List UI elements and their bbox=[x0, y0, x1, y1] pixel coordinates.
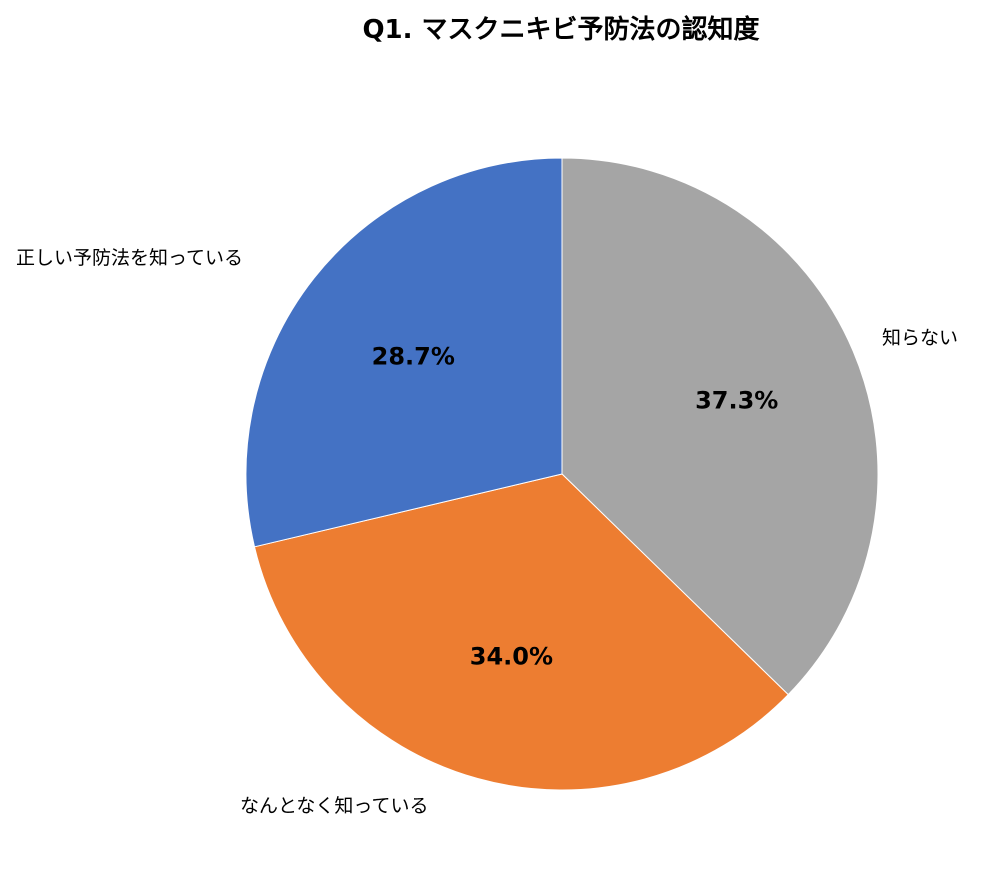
pie-slice-2 bbox=[253, 473, 789, 791]
pie-category-label-1: 知らない bbox=[882, 327, 958, 349]
pie-slices bbox=[245, 157, 879, 791]
pie-value-label-3: 28.7% bbox=[372, 342, 455, 370]
pie-value-label-1: 37.3% bbox=[695, 386, 778, 414]
chart-title: Q1. マスクニキビ予防法の認知度 bbox=[362, 14, 759, 45]
pie-value-label-2: 34.0% bbox=[470, 643, 553, 671]
pie-value-labels: 37.3% 34.0% 28.7% bbox=[372, 342, 779, 670]
pie-slice-3 bbox=[245, 157, 563, 548]
pie-category-label-2: なんとなく知っている bbox=[240, 795, 428, 817]
pie-category-label-3: 正しい予防法を知っている bbox=[16, 247, 243, 269]
pie-slice-1 bbox=[561, 157, 879, 696]
